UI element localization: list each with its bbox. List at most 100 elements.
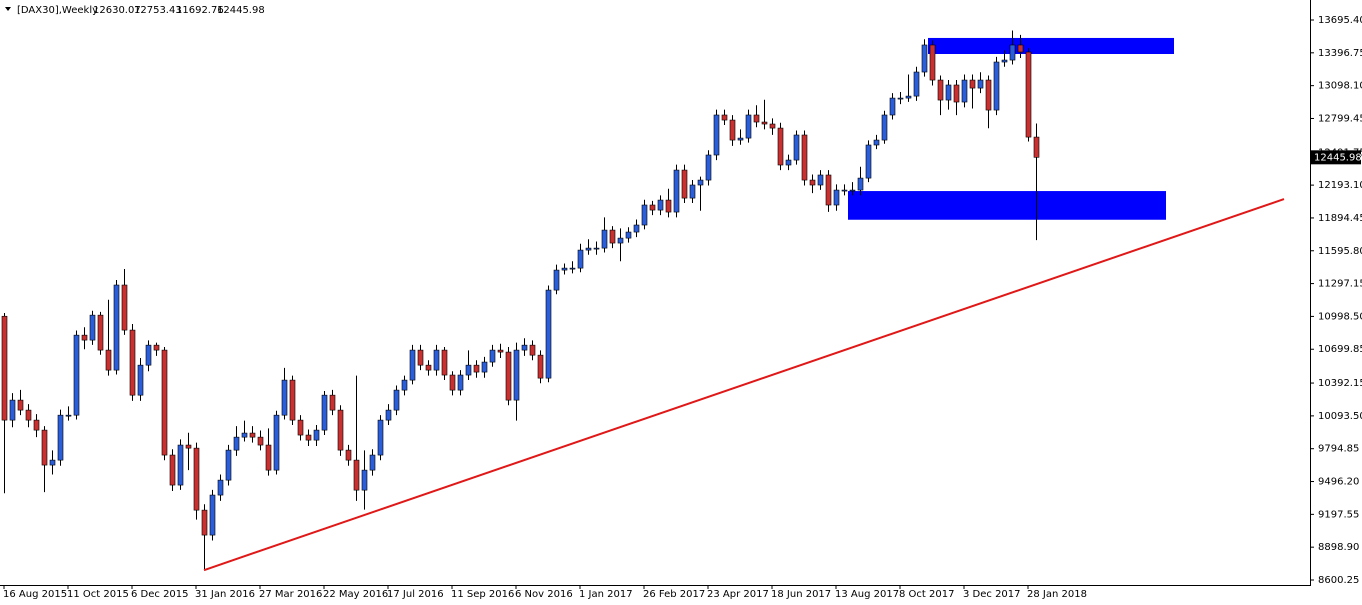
x-tick-label: 27 Mar 2016 — [259, 589, 322, 600]
candle-body — [1, 315, 8, 421]
x-tick-label: 17 Jul 2016 — [387, 589, 444, 600]
candle-body — [81, 334, 88, 341]
candle-body — [193, 447, 200, 511]
candle-body — [161, 349, 168, 456]
candle-body — [929, 44, 936, 81]
current-price-label: 12445.98 — [1314, 152, 1362, 163]
candle-body — [177, 444, 184, 486]
y-tick-label: 13396.75 — [1318, 48, 1362, 59]
candle-body — [9, 399, 16, 421]
current-price-box — [1311, 150, 1361, 165]
y-tick-label: 10093.50 — [1318, 411, 1362, 422]
y-tick-label: 8898.90 — [1318, 542, 1359, 553]
candle-body — [377, 419, 384, 456]
candle-body — [169, 454, 176, 486]
candle-body — [241, 432, 248, 438]
candle-body — [521, 344, 528, 351]
candle-body — [233, 436, 240, 451]
candle-body — [289, 379, 296, 421]
candle-body — [369, 454, 376, 471]
candle-body — [745, 114, 752, 139]
candle-body — [817, 174, 824, 186]
candle-body — [145, 344, 152, 366]
x-tick-label: 6 Nov 2016 — [515, 589, 573, 600]
candle-body — [785, 159, 792, 166]
y-tick-label: 12799.45 — [1318, 113, 1362, 124]
candle-body — [761, 121, 768, 125]
x-tick-label: 18 Jun 2017 — [771, 589, 831, 600]
candle-body — [25, 409, 32, 421]
candle-body — [153, 344, 160, 351]
candle-body — [577, 249, 584, 269]
candle-body — [49, 459, 56, 466]
candle-body — [313, 429, 320, 441]
x-tick-label: 6 Dec 2015 — [131, 589, 189, 600]
candle-body — [529, 344, 536, 356]
ohlc-open: 12630.07 — [93, 5, 141, 16]
candle-body — [625, 231, 632, 239]
candle-body — [385, 409, 392, 421]
candle-body — [185, 444, 192, 449]
chart-title: [DAX30],Weekly — [17, 5, 98, 16]
x-tick-label: 1 Jan 2017 — [579, 589, 633, 600]
candle-body — [137, 364, 144, 396]
x-tick-label: 26 Feb 2017 — [643, 589, 705, 600]
candle-body — [713, 114, 720, 156]
ohlc-high: 12753.43 — [134, 5, 182, 16]
candle-body — [721, 114, 728, 121]
candle-body — [337, 409, 344, 451]
candle-body — [497, 349, 504, 353]
candle-body — [409, 349, 416, 381]
y-tick-label: 13098.10 — [1318, 81, 1362, 92]
candle-body — [921, 44, 928, 73]
candle-body — [121, 284, 128, 331]
candle-body — [481, 361, 488, 373]
candle-body — [129, 329, 136, 396]
candle-body — [769, 123, 776, 129]
candle-body — [1025, 51, 1032, 138]
candle-body — [257, 436, 264, 446]
y-tick-label: 10699.85 — [1318, 344, 1362, 355]
candle-body — [801, 134, 808, 181]
candle-body — [217, 479, 224, 496]
candle-body — [433, 349, 440, 371]
candle-body — [89, 314, 96, 341]
candle-body — [489, 349, 496, 363]
candle-body — [841, 189, 848, 192]
candle-body — [825, 174, 832, 206]
candle-body — [441, 349, 448, 376]
candle-body — [345, 449, 352, 461]
y-tick-label: 11894.45 — [1318, 213, 1362, 224]
zone — [928, 37, 1174, 55]
candle-body — [849, 189, 856, 192]
candle-body — [985, 79, 992, 111]
candle-body — [1017, 44, 1024, 53]
y-tick-label: 10998.50 — [1318, 311, 1362, 322]
x-tick-label: 22 May 2016 — [323, 589, 388, 600]
x-tick-label: 23 Apr 2017 — [707, 589, 769, 600]
candle-body — [697, 179, 704, 186]
candle-body — [617, 237, 624, 244]
candle-body — [873, 139, 880, 146]
y-tick-label: 11595.80 — [1318, 246, 1362, 257]
candle-body — [737, 137, 744, 141]
candle-body — [881, 114, 888, 141]
candle-body — [729, 119, 736, 141]
candle-body — [1009, 44, 1016, 61]
menu-arrow[interactable] — [5, 7, 11, 11]
candle-body — [705, 154, 712, 181]
candle-body — [889, 97, 896, 116]
candle-body — [393, 389, 400, 411]
candle-body — [753, 114, 760, 123]
candle-body — [609, 229, 616, 244]
candle-body — [673, 169, 680, 213]
candle-body — [961, 79, 968, 103]
y-tick-label: 13695.40 — [1318, 15, 1362, 26]
y-tick-label: 9794.85 — [1318, 444, 1359, 455]
candle-body — [649, 204, 656, 211]
x-tick-label: 31 Jan 2016 — [195, 589, 255, 600]
candle-body — [1001, 59, 1008, 63]
candle-body — [897, 97, 904, 100]
y-tick-label: 11297.15 — [1318, 279, 1362, 290]
